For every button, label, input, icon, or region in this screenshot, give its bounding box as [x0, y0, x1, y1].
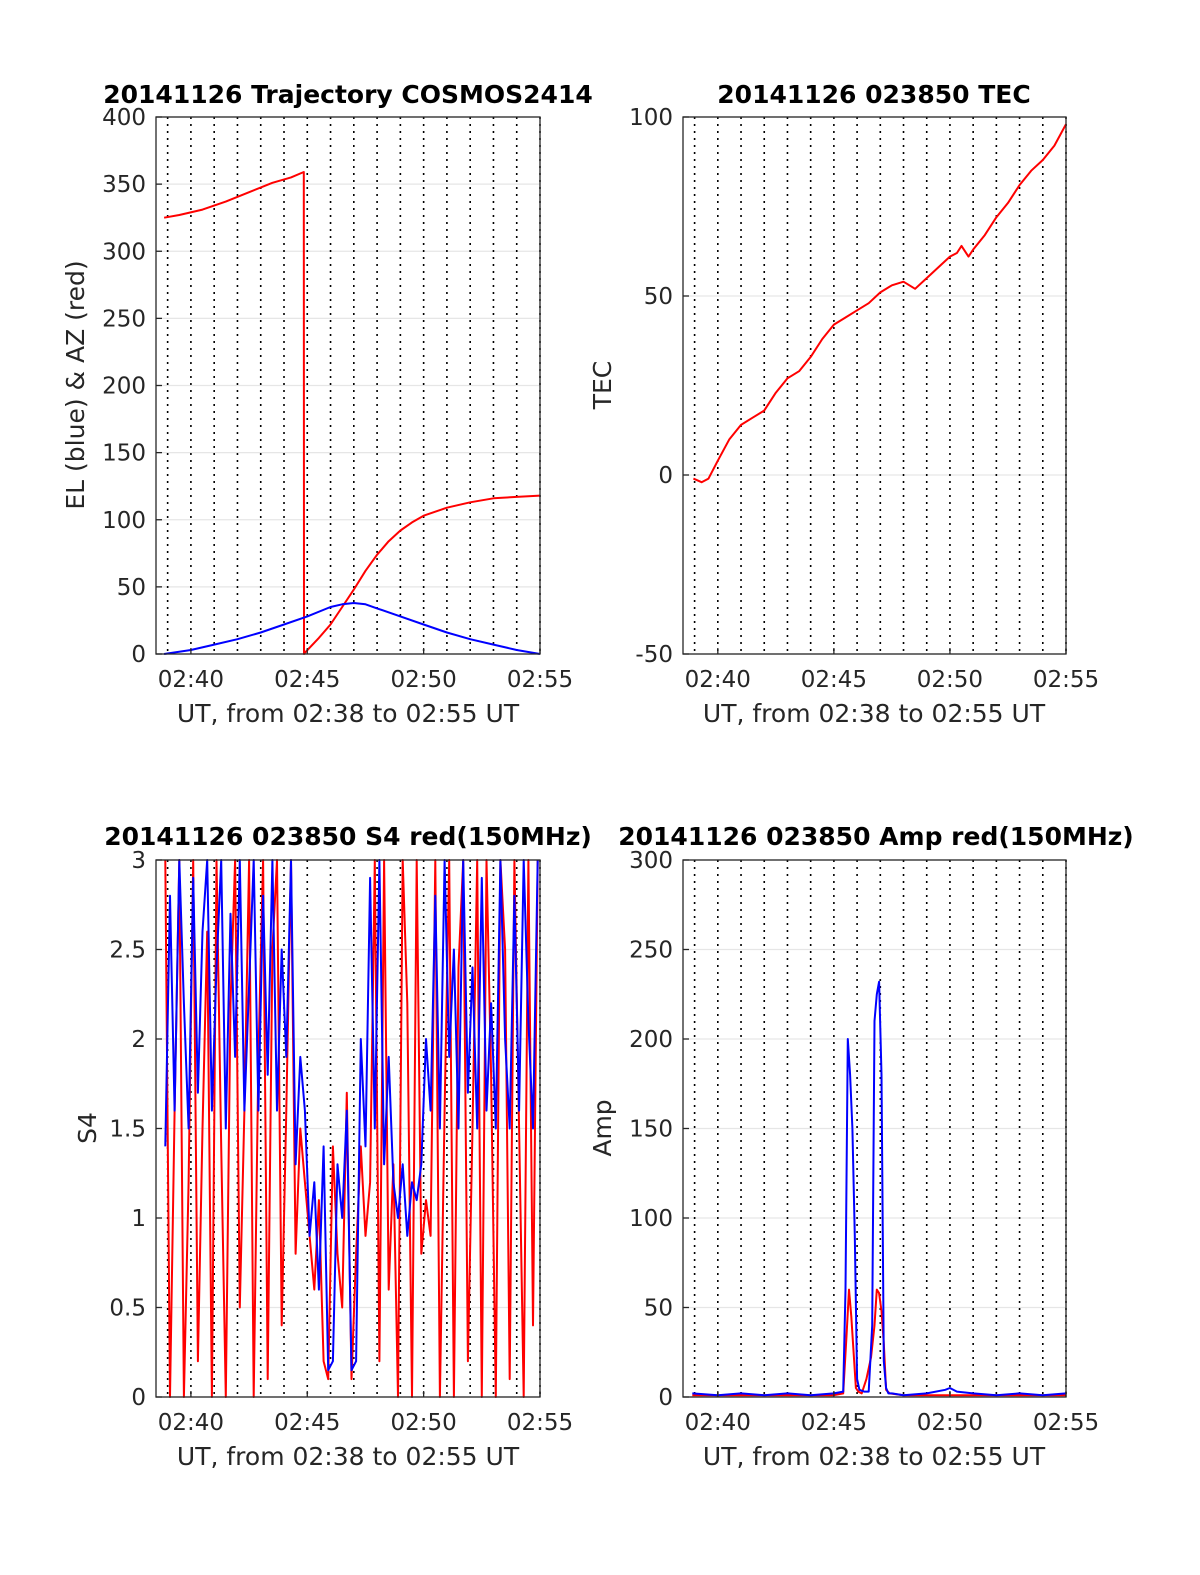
- panel-s4-xtick-label-0: 02:40: [158, 1410, 224, 1436]
- panel-s4-ytick-label-0: 0: [131, 1385, 146, 1411]
- panel-s4-title: 20141126 023850 S4 red(150MHz): [104, 822, 592, 851]
- panel-trajectory-ytick-label-5: 250: [102, 306, 146, 332]
- panel-amp-series-0: [692, 1288, 1066, 1397]
- panel-amp-ylabel: Amp: [588, 1099, 617, 1156]
- panel-trajectory-title: 20141126 Trajectory COSMOS2414: [103, 80, 593, 109]
- panel-tec-xlabel: UT, from 02:38 to 02:55 UT: [703, 699, 1046, 728]
- panel-s4-ytick-label-3: 1.5: [109, 1117, 146, 1143]
- panel-s4-series-0: [164, 859, 539, 1398]
- panel-s4: 20141126 023850 S4 red(150MHz) 02:40 02:4…: [73, 822, 592, 1471]
- panel-trajectory-ytick-label-3: 150: [102, 441, 146, 467]
- panel-tec-series-0: [692, 123, 1067, 484]
- panel-amp-title: 20141126 023850 Amp red(150MHz): [618, 822, 1134, 851]
- panel-s4-ytick-label-1: 0.5: [109, 1296, 146, 1322]
- panel-tec-ytick-label-2: 50: [644, 284, 673, 310]
- panel-trajectory-xtick-label-3: 02:55: [507, 667, 573, 693]
- panel-amp-ytick-label-0: 0: [658, 1385, 673, 1411]
- panel-tec-ytick-label-1: 0: [658, 463, 673, 489]
- panel-tec-ytick-label-0: -50: [635, 642, 673, 668]
- panel-trajectory-xtick-label-1: 02:45: [274, 667, 340, 693]
- panel-s4-series-1: [164, 859, 539, 1372]
- panel-amp-xtick-label-0: 02:40: [685, 1410, 751, 1436]
- panel-amp-xlabel: UT, from 02:38 to 02:55 UT: [703, 1442, 1046, 1471]
- panel-tec: 20141126 023850 TEC 02:40 02:45 02:50 02:55…: [588, 80, 1099, 728]
- panel-amp-xtick-label-1: 02:45: [801, 1410, 867, 1436]
- panel-trajectory-xtick-label-2: 02:50: [390, 667, 456, 693]
- panel-trajectory-xlabel: UT, from 02:38 to 02:55 UT: [177, 699, 520, 728]
- panel-amp-xtick-label-2: 02:50: [917, 1410, 983, 1436]
- panel-tec-ytick-label-3: 100: [629, 105, 673, 131]
- panel-amp-xtick-label-3: 02:55: [1033, 1410, 1099, 1436]
- panel-tec-xtick-label-0: 02:40: [685, 667, 751, 693]
- panel-trajectory-ytick-label-1: 50: [117, 575, 146, 601]
- panel-tec-ylabel: TEC: [588, 361, 617, 411]
- panel-s4-ytick-label-2: 1: [131, 1206, 146, 1232]
- panel-trajectory-ytick-label-8: 400: [102, 105, 146, 131]
- panel-amp: 20141126 023850 Amp red(150MHz) 02:40 02:…: [588, 822, 1134, 1471]
- panel-amp-ytick-label-5: 250: [629, 938, 673, 964]
- panel-trajectory-ytick-label-6: 300: [102, 239, 146, 265]
- panel-s4-xtick-label-2: 02:50: [390, 1410, 456, 1436]
- panel-amp-ytick-label-3: 150: [629, 1117, 673, 1143]
- panel-trajectory-ytick-label-4: 200: [102, 374, 146, 400]
- panel-tec-axes-box: [682, 116, 1067, 655]
- panel-s4-xtick-label-1: 02:45: [274, 1410, 340, 1436]
- panel-tec-xtick-label-1: 02:45: [801, 667, 867, 693]
- panel-trajectory: 20141126 Trajectory COSMOS2414 02:40 02:4…: [61, 80, 593, 728]
- panel-trajectory-ytick-label-2: 100: [102, 508, 146, 534]
- panel-amp-ytick-label-6: 300: [629, 848, 673, 874]
- panel-s4-ylabel: S4: [73, 1112, 102, 1144]
- panel-trajectory-ytick-label-7: 350: [102, 172, 146, 198]
- panel-trajectory-series-1: [163, 602, 541, 655]
- panel-s4-ytick-label-6: 3: [131, 848, 146, 874]
- panel-trajectory-series-0: [163, 171, 541, 655]
- panel-amp-series-1: [692, 980, 1067, 1397]
- panel-amp-ytick-label-2: 100: [629, 1206, 673, 1232]
- panel-trajectory-ytick-label-0: 0: [131, 642, 146, 668]
- panel-s4-xlabel: UT, from 02:38 to 02:55 UT: [177, 1442, 520, 1471]
- panel-amp-ytick-label-4: 200: [629, 1027, 673, 1053]
- panel-s4-ytick-label-4: 2: [131, 1027, 146, 1053]
- panel-tec-xtick-label-3: 02:55: [1033, 667, 1099, 693]
- panel-s4-ytick-label-5: 2.5: [109, 938, 146, 964]
- panel-s4-xtick-label-3: 02:55: [507, 1410, 573, 1436]
- panel-amp-ytick-label-1: 50: [644, 1296, 673, 1322]
- panel-tec-xtick-label-2: 02:50: [917, 667, 983, 693]
- panel-trajectory-xtick-label-0: 02:40: [158, 667, 224, 693]
- panel-tec-title: 20141126 023850 TEC: [717, 80, 1030, 109]
- panel-trajectory-ylabel: EL (blue) & AZ (red): [61, 260, 90, 509]
